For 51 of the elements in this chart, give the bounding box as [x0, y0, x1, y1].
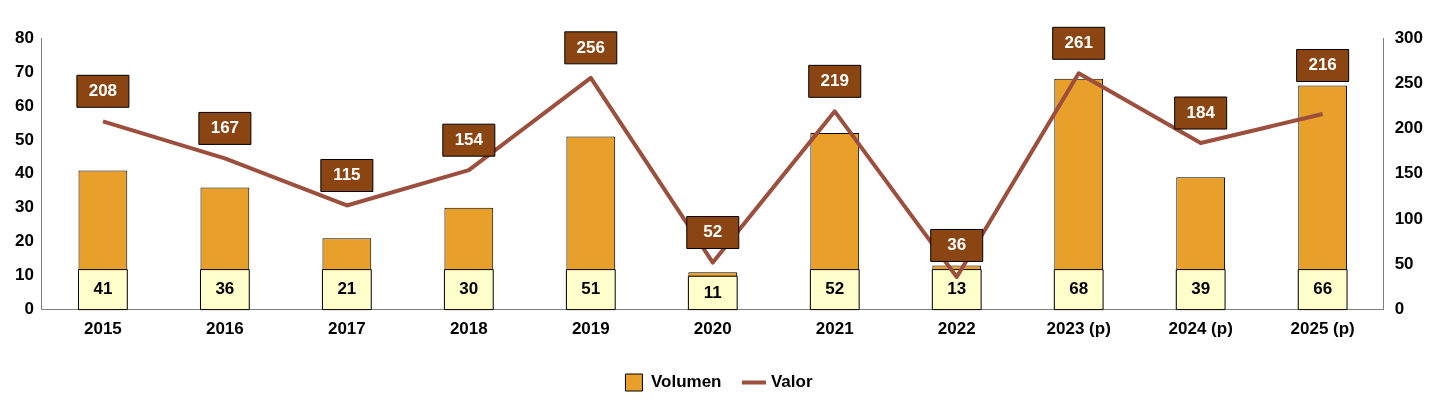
x-tick-label: 2023 (p)	[1046, 319, 1111, 339]
y-tick-label: 80	[14, 27, 34, 47]
x-tick-label: 2017	[327, 319, 366, 339]
x-tick-label: 2015	[83, 319, 122, 339]
x-tick-label: 2019	[571, 319, 610, 339]
data-label: 13	[947, 279, 967, 299]
y2-tick-label: 250	[1394, 72, 1424, 92]
data-label: 39	[1191, 279, 1211, 299]
x-tick-label: 2024 (p)	[1168, 319, 1233, 339]
y-tick-label: 20	[14, 231, 34, 251]
data-label: 261	[1064, 33, 1093, 52]
data-label: 36	[215, 279, 235, 299]
data-label: 154	[454, 129, 484, 149]
data-label: 216	[1308, 55, 1337, 75]
x-tick-label: 2016	[205, 319, 244, 339]
y-tick-label: 70	[14, 61, 34, 81]
y-tick-label: 30	[14, 197, 34, 217]
x-tick-label: 2025 (p)	[1290, 319, 1355, 339]
y2-tick-label: 50	[1394, 254, 1414, 274]
data-label: 184	[1186, 102, 1216, 122]
data-label: 52	[825, 279, 845, 299]
data-label: 66	[1313, 279, 1333, 299]
legend-label: Valor	[770, 372, 813, 392]
data-label: 21	[337, 279, 357, 299]
data-label: 41	[93, 279, 113, 299]
x-tick-label: 2020	[693, 319, 732, 339]
y2-tick-label: 0	[1394, 299, 1405, 319]
data-label: 68	[1069, 279, 1089, 299]
y-tick-label: 0	[24, 299, 34, 319]
y-tick-label: 40	[14, 163, 34, 183]
x-tick-label: 2022	[937, 319, 976, 339]
x-tick-label: 2021	[815, 319, 854, 339]
y-tick-label: 60	[14, 95, 34, 115]
data-label: 219	[820, 71, 849, 91]
data-label: 51	[581, 279, 601, 299]
x-tick-label: 2018	[449, 319, 488, 339]
data-label: 256	[576, 37, 605, 57]
y-tick-label: 50	[14, 129, 34, 149]
y2-tick-label: 200	[1394, 118, 1424, 138]
y2-tick-label: 150	[1394, 163, 1424, 183]
data-label: 208	[88, 80, 118, 100]
y2-tick-label: 100	[1394, 208, 1424, 228]
data-label: 115	[333, 165, 361, 185]
data-label: 11	[703, 282, 722, 302]
y2-tick-label: 300	[1394, 27, 1424, 47]
data-label: 30	[459, 279, 479, 299]
y-tick-label: 10	[14, 265, 34, 285]
data-label: 36	[947, 235, 967, 255]
data-label: 167	[210, 118, 240, 138]
data-label: 52	[703, 222, 723, 242]
legend-label: Volumen	[650, 372, 722, 392]
